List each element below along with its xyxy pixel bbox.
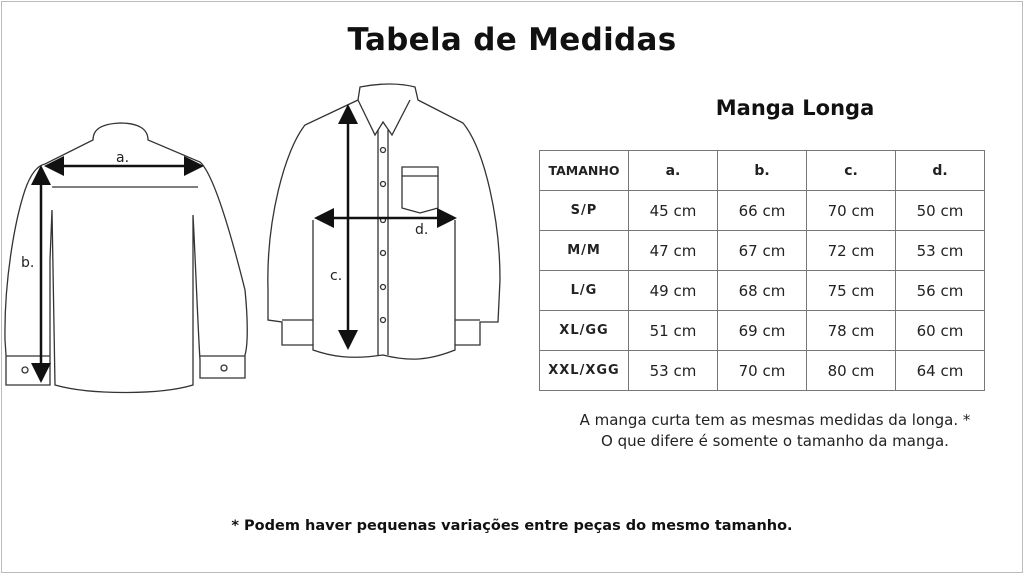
- table-row: L/G 49 cm 68 cm 75 cm 56 cm: [539, 270, 985, 311]
- label-a: a.: [116, 150, 129, 166]
- cell-a: 47 cm: [628, 230, 718, 271]
- size-cell: XXL/XGG: [539, 350, 629, 391]
- table-row: XL/GG 51 cm 69 cm 78 cm 60 cm: [539, 310, 985, 351]
- header-c: c.: [806, 150, 896, 191]
- page-title: Tabela de Medidas: [347, 22, 677, 58]
- cell-b: 67 cm: [717, 230, 807, 271]
- cell-c: 72 cm: [806, 230, 896, 271]
- header-d: d.: [895, 150, 985, 191]
- shirt-front-illustration: [267, 83, 501, 360]
- cell-a: 53 cm: [628, 350, 718, 391]
- cell-d: 64 cm: [895, 350, 985, 391]
- table-row: S/P 45 cm 66 cm 70 cm 50 cm: [539, 190, 985, 231]
- header-size: TAMANHO: [539, 150, 629, 191]
- cell-c: 75 cm: [806, 270, 896, 311]
- label-c: c.: [330, 268, 342, 284]
- cell-b: 66 cm: [717, 190, 807, 231]
- cell-d: 56 cm: [895, 270, 985, 311]
- cell-c: 70 cm: [806, 190, 896, 231]
- cell-a: 49 cm: [628, 270, 718, 311]
- size-cell: S/P: [539, 190, 629, 231]
- cell-a: 45 cm: [628, 190, 718, 231]
- table-row: M/M 47 cm 67 cm 72 cm 53 cm: [539, 230, 985, 271]
- table-header-row: TAMANHO a. b. c. d.: [539, 150, 985, 191]
- cell-b: 68 cm: [717, 270, 807, 311]
- note-line-2: O que difere é somente o tamanho da mang…: [601, 432, 949, 450]
- size-cell: XL/GG: [539, 310, 629, 351]
- table-subtitle: Manga Longa: [715, 96, 875, 120]
- label-b: b.: [21, 255, 34, 271]
- variation-footnote: * Podem haver pequenas variações entre p…: [231, 518, 793, 534]
- sleeve-note: A manga curta tem as mesmas medidas da l…: [540, 410, 1010, 452]
- cell-c: 80 cm: [806, 350, 896, 391]
- shirt-back-illustration: [4, 122, 248, 394]
- cell-b: 70 cm: [717, 350, 807, 391]
- size-cell: M/M: [539, 230, 629, 271]
- label-d: d.: [415, 222, 428, 238]
- note-line-1: A manga curta tem as mesmas medidas da l…: [579, 411, 971, 429]
- header-b: b.: [717, 150, 807, 191]
- size-cell: L/G: [539, 270, 629, 311]
- cell-c: 78 cm: [806, 310, 896, 351]
- size-table: TAMANHO a. b. c. d. S/P 45 cm 66 cm 70 c…: [539, 150, 985, 391]
- header-a: a.: [628, 150, 718, 191]
- cell-d: 53 cm: [895, 230, 985, 271]
- measurement-arrows: [31, 104, 457, 383]
- cell-d: 50 cm: [895, 190, 985, 231]
- cell-b: 69 cm: [717, 310, 807, 351]
- cell-a: 51 cm: [628, 310, 718, 351]
- cell-d: 60 cm: [895, 310, 985, 351]
- table-row: XXL/XGG 53 cm 70 cm 80 cm 64 cm: [539, 350, 985, 391]
